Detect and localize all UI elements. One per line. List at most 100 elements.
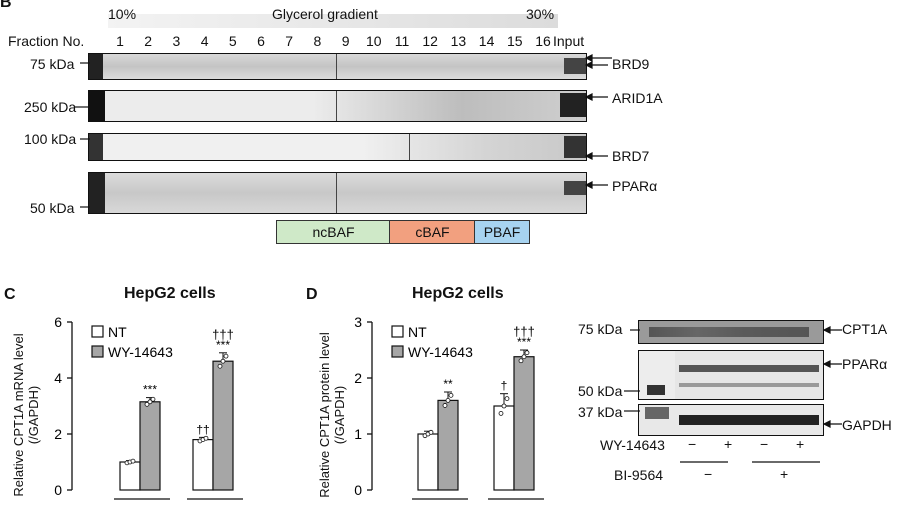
blot2-marker: 250 kDa bbox=[24, 99, 77, 115]
fraction-number: 10 bbox=[366, 33, 382, 49]
data-point bbox=[203, 435, 209, 441]
legend-swatch-wy-14643 bbox=[391, 345, 404, 358]
legend-swatch-nt bbox=[391, 325, 404, 338]
gapdh-protein: GAPDH bbox=[842, 417, 892, 433]
panel-c-title: HepG2 cells bbox=[124, 285, 216, 302]
bi-label: BI-9564 bbox=[614, 467, 664, 483]
fraction-number: 15 bbox=[507, 33, 523, 49]
panel-d-title: HepG2 cells bbox=[412, 285, 504, 302]
wy-sign-2: + bbox=[724, 436, 733, 452]
fraction-number: 3 bbox=[172, 33, 181, 49]
blot-gapdh bbox=[638, 404, 824, 436]
data-point bbox=[147, 399, 153, 405]
blot2-protein: ARID1A bbox=[612, 90, 663, 106]
legend-label: NT bbox=[408, 324, 427, 340]
significance-mark: *** bbox=[143, 383, 157, 397]
data-point bbox=[223, 353, 229, 359]
glycerol-gradient-bar bbox=[108, 14, 558, 28]
ppara-right-marker: 50 kDa bbox=[578, 383, 623, 399]
wy-sign-4: + bbox=[796, 436, 805, 452]
y-tick-label: 4 bbox=[54, 370, 62, 386]
fraction-number: 5 bbox=[228, 33, 237, 49]
data-point bbox=[498, 410, 504, 416]
panel-c-letter: C bbox=[4, 286, 16, 303]
gradient-high-label: 30% bbox=[526, 6, 555, 22]
fraction-number: 1 bbox=[116, 33, 124, 49]
y-tick-label: 2 bbox=[54, 426, 62, 442]
fraction-number: 16 bbox=[535, 33, 551, 49]
significance-mark: *** bbox=[517, 335, 531, 349]
blot-ppara-right bbox=[638, 350, 824, 400]
y-tick-label: 1 bbox=[354, 426, 362, 442]
blot3-protein: BRD7 bbox=[612, 148, 650, 164]
complex-cbaf: cBAF bbox=[389, 220, 476, 244]
y-tick-label: 6 bbox=[54, 314, 62, 330]
fraction-number: 4 bbox=[200, 33, 209, 49]
blot-brd7 bbox=[88, 133, 587, 161]
cpt1a-marker: 75 kDa bbox=[578, 321, 623, 337]
significance-mark: ** bbox=[443, 377, 453, 391]
blot-brd9 bbox=[88, 53, 587, 80]
data-point bbox=[150, 396, 156, 402]
fraction-number: 6 bbox=[257, 33, 265, 49]
fraction-number: 9 bbox=[341, 33, 350, 49]
legend-label: WY-14643 bbox=[408, 344, 473, 360]
significance-mark-top: ††† bbox=[513, 324, 535, 339]
blot1-protein: BRD9 bbox=[612, 56, 650, 72]
cpt1a-protein: CPT1A bbox=[842, 321, 888, 337]
gradient-title: Glycerol gradient bbox=[272, 6, 378, 22]
panel-d-letter: D bbox=[306, 286, 318, 303]
fraction-number: 14 bbox=[478, 33, 495, 49]
significance-mark: *** bbox=[216, 338, 230, 352]
ppara-right-protein: PPARα bbox=[842, 356, 888, 372]
y-tick-label: 0 bbox=[54, 482, 62, 498]
fraction-number: 2 bbox=[144, 33, 153, 49]
gradient-low-label: 10% bbox=[108, 6, 137, 22]
wy-sign-1: − bbox=[688, 436, 697, 452]
gapdh-marker: 37 kDa bbox=[578, 404, 623, 420]
blot-ppara bbox=[88, 172, 587, 214]
data-point bbox=[521, 354, 527, 360]
data-point bbox=[504, 396, 510, 402]
data-point bbox=[217, 363, 223, 369]
legend-label: NT bbox=[108, 324, 127, 340]
data-point bbox=[144, 401, 150, 407]
data-point bbox=[130, 458, 136, 464]
data-point bbox=[445, 397, 451, 403]
significance-mark-top: ††† bbox=[212, 327, 234, 342]
wy-label: WY-14643 bbox=[600, 437, 665, 453]
legend-swatch-nt bbox=[91, 325, 104, 338]
complex-ncbaf: ncBAF bbox=[276, 220, 391, 244]
data-point bbox=[448, 392, 454, 398]
legend-label: WY-14643 bbox=[108, 344, 173, 360]
y-tick-label: 3 bbox=[354, 314, 362, 330]
fraction-number: 7 bbox=[285, 33, 294, 49]
input-label: Input bbox=[553, 33, 585, 49]
blot4-marker: 50 kDa bbox=[30, 200, 75, 216]
data-point bbox=[524, 350, 530, 356]
y-tick-label: 0 bbox=[354, 482, 362, 498]
wy-sign-3: − bbox=[760, 436, 769, 452]
data-point bbox=[428, 429, 434, 435]
fraction-number: 8 bbox=[313, 33, 322, 49]
y-tick-label: 2 bbox=[354, 370, 362, 386]
legend-swatch-wy-14643 bbox=[91, 345, 104, 358]
bi-sign-1: − bbox=[704, 466, 713, 482]
fraction-header: Fraction No. bbox=[8, 33, 85, 49]
panel-b-letter: B bbox=[0, 0, 12, 11]
blot-arid1a bbox=[88, 90, 587, 122]
blot3-marker: 100 kDa bbox=[24, 131, 77, 147]
fraction-number: 11 bbox=[394, 33, 410, 49]
blot4-protein: PPARα bbox=[612, 178, 658, 194]
data-point bbox=[442, 403, 448, 408]
fraction-number: 12 bbox=[422, 33, 438, 49]
fraction-number: 13 bbox=[450, 33, 467, 49]
data-point bbox=[501, 403, 507, 409]
blot-cpt1a bbox=[638, 320, 824, 344]
significance-mark: † bbox=[501, 379, 508, 393]
bi-sign-2: + bbox=[780, 466, 789, 482]
data-point bbox=[518, 358, 524, 364]
data-point bbox=[220, 358, 226, 364]
